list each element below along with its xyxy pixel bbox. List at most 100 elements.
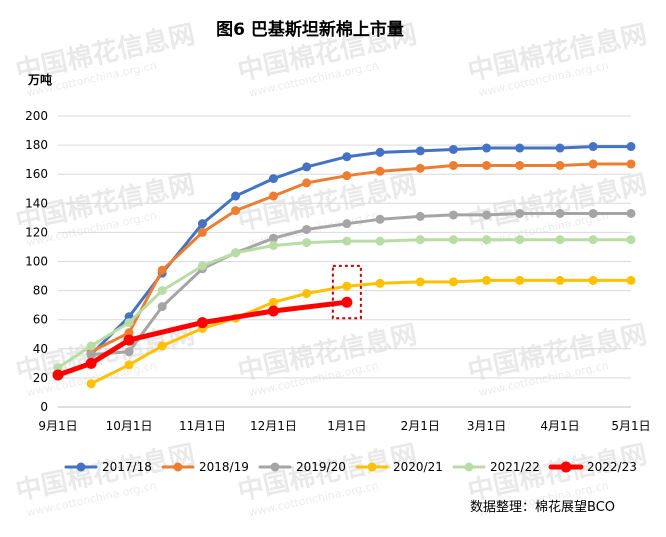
data-point — [124, 360, 134, 370]
data-point — [515, 275, 525, 285]
data-point — [626, 159, 636, 169]
series-layer — [52, 142, 636, 389]
data-point — [85, 357, 97, 369]
data-point — [626, 235, 636, 245]
data-point — [197, 261, 207, 271]
x-tick-label: 10月1日 — [106, 419, 153, 433]
legend-swatch-marker — [76, 462, 86, 472]
data-point — [482, 160, 492, 170]
y-axis-label: 万吨 — [27, 72, 52, 87]
series-line — [55, 299, 350, 378]
data-point — [515, 235, 525, 245]
data-point — [448, 235, 458, 245]
x-tick-label: 1月1日 — [327, 419, 366, 433]
legend-item: 2022/23 — [548, 460, 637, 474]
data-point — [86, 379, 96, 389]
legend-label: 2017/18 — [102, 460, 152, 474]
data-point — [86, 350, 96, 360]
data-point — [268, 297, 278, 307]
legend-label: 2020/21 — [393, 460, 443, 474]
data-point — [268, 174, 278, 184]
data-point — [448, 160, 458, 170]
series-line — [89, 145, 633, 357]
data-point — [415, 146, 425, 156]
legend-label: 2019/20 — [296, 460, 346, 474]
data-point — [124, 318, 134, 328]
x-tick-label: 4月1日 — [540, 419, 579, 433]
data-point — [515, 208, 525, 218]
chart-title: 图6 巴基斯坦新棉上市量 — [216, 19, 404, 40]
data-point — [302, 289, 312, 299]
y-tick-label: 0 — [40, 400, 48, 414]
data-point — [197, 227, 207, 237]
series-2019-20 — [86, 208, 636, 360]
data-point — [448, 144, 458, 154]
data-point — [342, 281, 352, 291]
legend-item: 2018/19 — [161, 460, 249, 474]
data-point — [482, 275, 492, 285]
data-point — [157, 341, 167, 351]
data-point — [415, 211, 425, 221]
y-tick-label: 20 — [33, 371, 48, 385]
data-point — [375, 214, 385, 224]
data-point — [588, 275, 598, 285]
data-point — [86, 341, 96, 351]
legend-swatch-marker — [173, 462, 183, 472]
data-point — [302, 224, 312, 234]
data-point — [52, 369, 64, 381]
legend-label: 2022/23 — [587, 460, 637, 474]
legend-item: 2017/18 — [64, 460, 152, 474]
data-point — [415, 235, 425, 245]
data-point — [555, 235, 565, 245]
y-tick-label: 60 — [33, 313, 48, 327]
data-point — [515, 143, 525, 153]
legend-item: 2020/21 — [355, 460, 443, 474]
data-point — [124, 347, 134, 357]
data-point — [375, 166, 385, 176]
legend-label: 2021/22 — [490, 460, 540, 474]
data-point — [375, 236, 385, 246]
data-point — [197, 219, 207, 229]
data-point — [588, 142, 598, 152]
data-point — [555, 143, 565, 153]
data-point — [626, 275, 636, 285]
data-point — [626, 208, 636, 218]
legend: 2017/18 2018/19 2019/20 2020/21 2021/22 2022/… — [64, 460, 637, 474]
data-point — [342, 219, 352, 229]
data-point — [231, 248, 241, 258]
data-point — [268, 240, 278, 250]
data-point — [375, 278, 385, 288]
x-tick-label: 5月1日 — [611, 419, 650, 433]
data-point — [448, 210, 458, 220]
data-point — [555, 208, 565, 218]
legend-swatch-marker — [270, 462, 280, 472]
series-line — [89, 278, 633, 386]
data-point — [157, 302, 167, 312]
y-tick-label: 140 — [25, 196, 48, 210]
series-2021-22 — [53, 235, 636, 373]
data-point — [588, 159, 598, 169]
data-point — [53, 363, 63, 373]
data-point — [231, 191, 241, 201]
data-point — [157, 265, 167, 275]
data-point — [342, 171, 352, 181]
data-point — [268, 233, 278, 243]
legend-swatch-marker — [367, 462, 377, 472]
y-tick-label: 200 — [25, 109, 48, 123]
data-point — [448, 277, 458, 287]
data-point — [555, 160, 565, 170]
data-point — [482, 210, 492, 220]
data-point — [482, 235, 492, 245]
data-point — [302, 238, 312, 248]
x-tick-label: 2月1日 — [401, 419, 440, 433]
x-tick-label: 12月1日 — [250, 419, 297, 433]
y-tick-label: 100 — [25, 255, 48, 269]
data-point — [157, 286, 167, 296]
x-tick-label: 3月1日 — [467, 419, 506, 433]
data-point — [415, 277, 425, 287]
data-point — [123, 334, 135, 346]
x-tick-label: 11月1日 — [179, 419, 226, 433]
